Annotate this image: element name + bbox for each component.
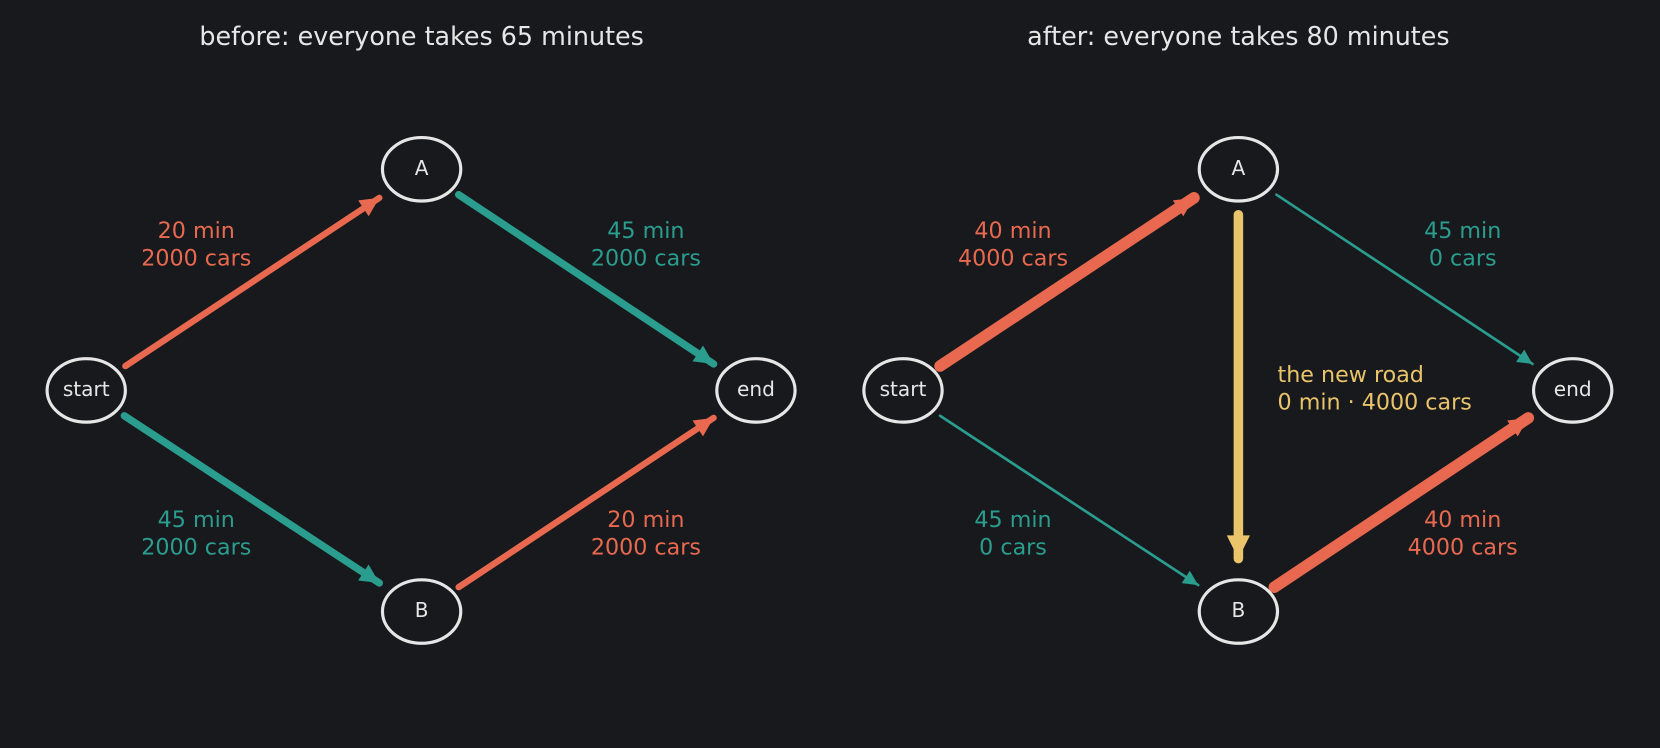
edge — [1268, 412, 1535, 594]
edge-cars: 0 cars — [1429, 246, 1497, 272]
edge-time: 20 min — [158, 218, 235, 244]
node — [1531, 357, 1614, 424]
edge-cars: 2000 cars — [591, 535, 701, 561]
node — [1197, 135, 1280, 203]
edge-cars: 2000 cars — [141, 535, 251, 561]
node-label: end — [1554, 377, 1592, 401]
edge-cars: 4000 cars — [958, 246, 1068, 272]
new-road-detail: 0 min · 4000 cars — [1278, 390, 1472, 416]
edge-cars: 4000 cars — [1408, 535, 1518, 561]
edge-time: 20 min — [607, 507, 684, 533]
edge-cars: 0 cars — [979, 535, 1047, 561]
edge — [455, 414, 717, 591]
panel-title: before: everyone takes 65 minutes — [199, 21, 644, 51]
node — [862, 357, 944, 424]
node — [380, 135, 463, 203]
edge — [122, 194, 383, 370]
edge-cars: 2000 cars — [141, 246, 251, 272]
node-label: start — [63, 377, 110, 401]
node — [45, 357, 127, 424]
edge — [120, 412, 383, 587]
edge-time: 45 min — [974, 507, 1051, 533]
edge-time: 40 min — [1424, 507, 1501, 533]
edge-time: 45 min — [607, 218, 684, 244]
node-label: B — [1231, 598, 1245, 622]
edge — [454, 190, 718, 368]
edge-time: 45 min — [1424, 218, 1501, 244]
edge-cars: 2000 cars — [591, 246, 701, 272]
node-label: B — [415, 598, 429, 622]
edge — [938, 414, 1200, 587]
node — [715, 357, 797, 424]
node-label: A — [1232, 156, 1246, 180]
edge — [1275, 193, 1534, 366]
new-road-label: the new road — [1278, 362, 1424, 388]
panel-title: after: everyone takes 80 minutes — [1027, 21, 1449, 51]
node-label: A — [415, 156, 429, 180]
edge-time: 40 min — [974, 218, 1051, 244]
edge — [934, 192, 1200, 372]
node — [1197, 578, 1280, 645]
node-label: start — [880, 377, 927, 401]
node-label: end — [737, 377, 775, 401]
node — [380, 578, 463, 645]
edge-time: 45 min — [158, 507, 235, 533]
